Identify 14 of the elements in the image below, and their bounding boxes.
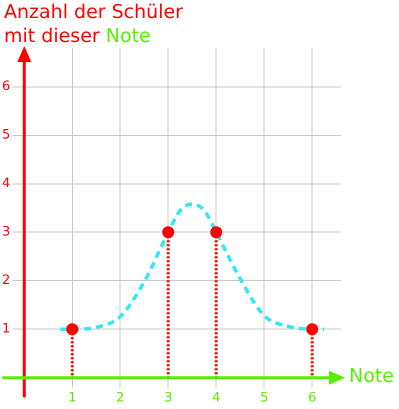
y-tick-label: 1 [2,322,10,337]
x-axis-title: Note [349,364,394,387]
y-tick-label: 2 [2,273,10,288]
x-tick-label: 3 [164,390,172,406]
y-tick-label: 5 [2,128,10,143]
x-tick-label: 2 [116,390,124,406]
y-axis-title: Anzahl der Schüler mit dieser Note [4,1,183,47]
y-tick-label: 6 [2,79,10,94]
y-tick-label: 4 [2,176,10,192]
x-tick-label: 1 [68,390,76,406]
y-tick-label: 3 [2,224,10,240]
x-tick-label: 4 [212,390,220,406]
x-tick-label: 5 [260,390,268,406]
x-tick-label: 6 [308,390,316,406]
